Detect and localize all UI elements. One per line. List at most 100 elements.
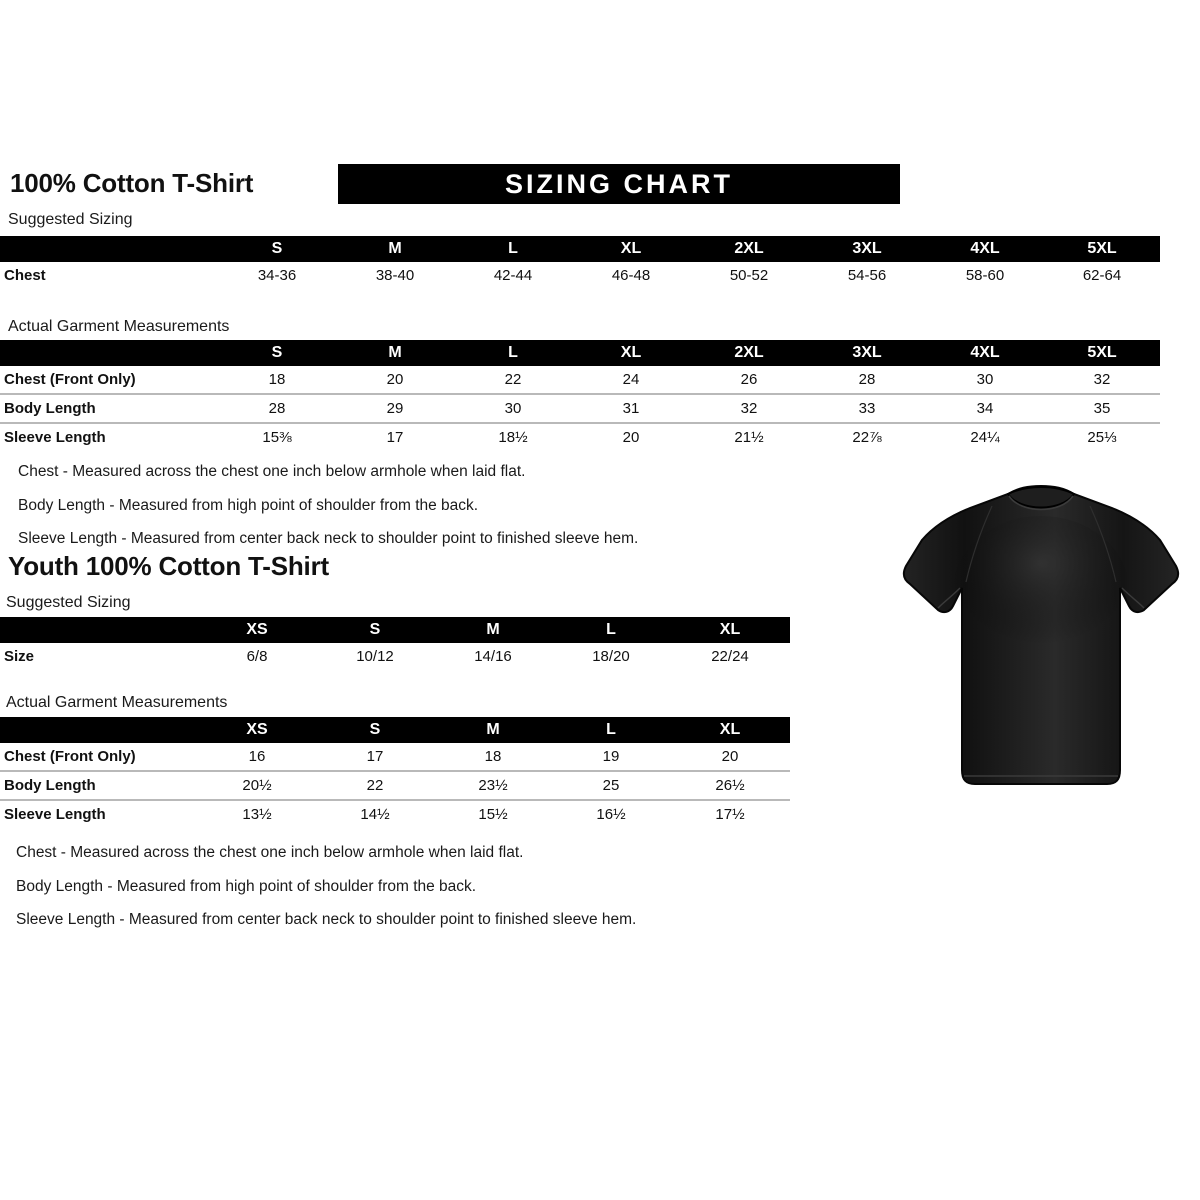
shirt-left-shoulder-seam [965,505,993,583]
adult-actual-measurements-table: S M L XL 2XL 3XL 4XL 5XL Chest (Front On… [0,340,1160,451]
adult-suggested-sizing-caption: Suggested Sizing [8,211,133,228]
row-label-body-length: Body Length [0,394,218,423]
cell-chestfront-l: 19 [552,743,670,771]
column-header-s: S [369,621,381,638]
table-header-row: XS S M L XL [0,617,790,643]
cell-bodylength-xs: 20½ [198,771,316,800]
youth-actual-measurements-table: XS S M L XL Chest (Front Only) 16 17 18 … [0,717,790,828]
shirt-collar [1006,485,1076,509]
cell-sleevelength-4xl: 24¼ [926,423,1044,451]
column-header-l: L [606,721,616,738]
column-header-s: S [369,721,381,738]
cell-chestfront-xl: 24 [572,366,690,394]
cell-chest-l: 42-44 [454,262,572,289]
cell-bodylength-m: 23½ [434,771,552,800]
youth-suggested-sizing-table: XS S M L XL Size 6/8 10/12 14/16 18/20 2… [0,617,790,670]
cell-bodylength-m: 29 [336,394,454,423]
row-label-chest-front-only: Chest (Front Only) [0,743,198,771]
shirt-left-sleeve-stitch [937,587,961,609]
column-header-label [0,236,218,262]
cell-sleevelength-xs: 13½ [198,800,316,828]
column-header-xl: XL [620,240,642,257]
shirt-right-shoulder-seam [1089,505,1117,583]
tshirt-product-image [896,470,1186,810]
cell-sleevelength-s: 15⅜ [218,423,336,451]
adult-section-title: 100% Cotton T-Shirt [10,168,254,198]
cell-bodylength-s: 22 [316,771,434,800]
shirt-collar-stitch [1008,495,1074,511]
row-label-sleeve-length: Sleeve Length [0,423,218,451]
cell-chest-5xl: 62-64 [1044,262,1160,289]
cell-sleevelength-xl: 17½ [670,800,790,828]
cell-size-l: 18/20 [552,643,670,670]
note-sleeve-length: Sleeve Length - Measured from center bac… [16,911,637,928]
cell-chest-2xl: 50-52 [690,262,808,289]
cell-sleevelength-2xl: 21½ [690,423,808,451]
cell-chestfront-4xl: 30 [926,366,1044,394]
note-sleeve-length: Sleeve Length - Measured from center bac… [18,530,639,547]
cell-chestfront-3xl: 28 [808,366,926,394]
column-header-2xl: 2XL [734,240,764,257]
row-label-sleeve-length: Sleeve Length [0,800,198,828]
cell-chest-3xl: 54-56 [808,262,926,289]
table-row: Chest 34-36 38-40 42-44 46-48 50-52 54-5… [0,262,1160,289]
cell-sleevelength-xl: 20 [572,423,690,451]
column-header-s: S [271,240,283,257]
cell-chestfront-m: 20 [336,366,454,394]
youth-suggested-sizing-caption: Suggested Sizing [6,594,131,611]
cell-chest-s: 34-36 [218,262,336,289]
table-header-row: XS S M L XL [0,717,790,743]
youth-section-title: Youth 100% Cotton T-Shirt [8,551,329,581]
column-header-5xl: 5XL [1087,344,1117,361]
black-tshirt-icon [902,484,1180,785]
cell-chest-m: 38-40 [336,262,454,289]
column-header-4xl: 4XL [970,240,1000,257]
column-header-m: M [388,344,402,361]
row-label-size: Size [0,643,198,670]
cell-bodylength-2xl: 32 [690,394,808,423]
cell-chestfront-5xl: 32 [1044,366,1160,394]
table-row: Size 6/8 10/12 14/16 18/20 22/24 [0,643,790,670]
cell-size-xl: 22/24 [670,643,790,670]
column-header-2xl: 2XL [734,344,764,361]
cell-chestfront-l: 22 [454,366,572,394]
column-header-3xl: 3XL [852,344,882,361]
table-row: Chest (Front Only) 16 17 18 19 20 [0,743,790,771]
row-label-chest: Chest [0,262,218,289]
shirt-highlight [953,516,1129,664]
cell-chestfront-2xl: 26 [690,366,808,394]
column-header-l: L [606,621,616,638]
table-header-row: S M L XL 2XL 3XL 4XL 5XL [0,340,1160,366]
column-header-xs: XS [246,721,268,738]
adult-suggested-sizing-table: S M L XL 2XL 3XL 4XL 5XL Chest 34-36 38-… [0,236,1160,289]
column-header-xl: XL [620,344,642,361]
column-header-4xl: 4XL [970,344,1000,361]
cell-bodylength-4xl: 34 [926,394,1044,423]
column-header-5xl: 5XL [1087,240,1117,257]
table-row: Sleeve Length 13½ 14½ 15½ 16½ 17½ [0,800,790,828]
cell-chestfront-s: 18 [218,366,336,394]
cell-size-xs: 6/8 [198,643,316,670]
note-chest: Chest - Measured across the chest one in… [18,463,526,480]
column-header-m: M [388,240,402,257]
column-header-m: M [486,721,500,738]
table-row: Body Length 28 29 30 31 32 33 34 35 [0,394,1160,423]
cell-chest-xl: 46-48 [572,262,690,289]
cell-bodylength-l: 25 [552,771,670,800]
cell-bodylength-s: 28 [218,394,336,423]
cell-bodylength-5xl: 35 [1044,394,1160,423]
column-header-3xl: 3XL [852,240,882,257]
cell-sleevelength-5xl: 25⅓ [1044,423,1160,451]
cell-chestfront-m: 18 [434,743,552,771]
table-header-row: S M L XL 2XL 3XL 4XL 5XL [0,236,1160,262]
shirt-right-sleeve-stitch [1121,587,1145,609]
youth-actual-measurements-caption: Actual Garment Measurements [6,694,228,711]
note-body-length: Body Length - Measured from high point o… [18,496,479,514]
note-chest: Chest - Measured across the chest one in… [16,844,524,861]
cell-sleevelength-l: 16½ [552,800,670,828]
row-label-chest-front-only: Chest (Front Only) [0,366,218,394]
cell-bodylength-l: 30 [454,394,572,423]
cell-chestfront-xs: 16 [198,743,316,771]
column-header-l: L [508,240,518,257]
